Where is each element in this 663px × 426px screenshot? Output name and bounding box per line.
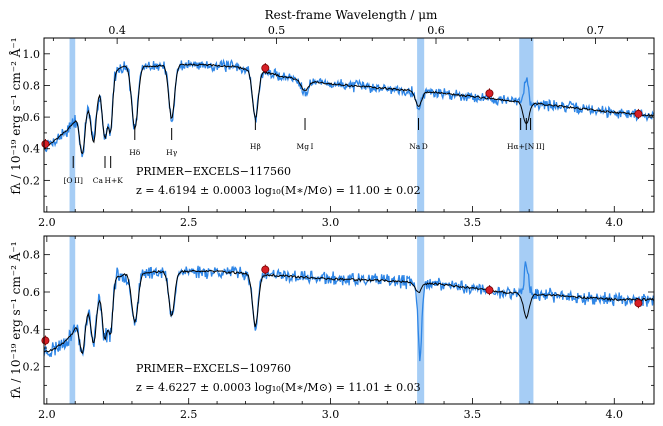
line-marker-label: Hγ — [166, 148, 178, 157]
y-tick-label: 0.6 — [23, 286, 41, 299]
galaxy-name: PRIMER−EXCELS−117560 — [136, 165, 291, 178]
galaxy-name: PRIMER−EXCELS−109760 — [136, 362, 291, 375]
y-tick-label: 0.8 — [23, 79, 41, 92]
x-tick-label: 3.0 — [322, 216, 340, 229]
observed-spectrum — [44, 58, 654, 158]
shaded-region-2 — [519, 236, 534, 404]
y-axis-title-bottom: fλ / 10⁻¹⁹ erg s⁻¹ cm⁻² Å⁻¹ — [8, 241, 23, 398]
line-marker-label: Hα+[N II] — [507, 142, 545, 151]
top-tick-label: 0.4 — [108, 24, 126, 37]
y-tick-label: 0.6 — [23, 111, 41, 124]
line-marker-label: [O II] — [64, 176, 83, 185]
axes-frame — [43, 37, 655, 213]
shaded-region-1 — [417, 236, 425, 404]
y-tick-label: 0.8 — [23, 249, 41, 262]
panel-bottom: 2.0 2.5 3.0 3.5 4.0 0.2 0.4 0.6 0.8 PRIMER−EXCELS… — [23, 235, 655, 421]
axes-frame — [43, 235, 655, 405]
photometry-point-0 — [41, 336, 50, 345]
x-tick-label: 4.0 — [606, 408, 624, 421]
line-marker-label: Ca H+K — [93, 176, 124, 185]
galaxy-stats: z = 4.6227 ± 0.0003 log₁₀(M∗/M⊙) = 11.01… — [136, 381, 421, 394]
y-tick-label: 0.2 — [23, 174, 41, 187]
x-tick-label: 3.5 — [464, 216, 482, 229]
x-tick-label: 3.0 — [322, 408, 340, 421]
y-tick-label: 0.2 — [23, 361, 41, 374]
x-tick-label: 2.0 — [38, 216, 56, 229]
y-tick-label: 0.4 — [23, 323, 41, 336]
photometry-point-0 — [41, 139, 50, 148]
x-tick-label: 2.0 — [38, 408, 56, 421]
photometry-point-3 — [634, 299, 643, 308]
plot-area — [44, 236, 654, 404]
x-tick-label: 4.0 — [606, 216, 624, 229]
top-tick-label: 0.6 — [427, 24, 445, 37]
y-tick-label: 1.0 — [23, 48, 41, 61]
photometry-point-2 — [485, 286, 494, 295]
y-tick-label: 0.4 — [23, 143, 41, 156]
x-tick-label: 2.5 — [180, 408, 198, 421]
x-tick-label: 2.5 — [180, 216, 198, 229]
observed-spectrum — [44, 261, 654, 362]
line-marker-label: Hδ — [129, 148, 141, 157]
shaded-region-1 — [417, 38, 425, 212]
model-spectrum — [44, 63, 654, 155]
line-marker-label: Hβ — [250, 142, 261, 151]
photometry-point-2 — [485, 89, 494, 98]
top-axis-title: Rest-frame Wavelength / μm — [265, 8, 438, 22]
x-tick-label: 3.5 — [464, 408, 482, 421]
photometry-point-3 — [634, 109, 643, 118]
top-tick-label: 0.5 — [268, 24, 286, 37]
model-spectrum — [44, 269, 654, 355]
line-marker-label: Na D — [409, 142, 428, 151]
shaded-region-0 — [69, 236, 76, 404]
top-tick-label: 0.7 — [587, 24, 605, 37]
galaxy-stats: z = 4.6194 ± 0.0003 log₁₀(M∗/M⊙) = 11.00… — [136, 184, 421, 197]
photometry-point-1 — [261, 265, 270, 274]
panel-top: 2.0 2.5 3.0 3.5 4.0 0.2 0.4 0.6 0.8 1.0 0.4 0.5 0.6 0… — [23, 24, 655, 229]
y-axis-title-top: fλ / 10⁻¹⁹ erg s⁻¹ cm⁻² Å⁻¹ — [8, 37, 23, 194]
photometry-point-1 — [261, 64, 270, 73]
line-marker-label: Mg I — [297, 142, 314, 151]
